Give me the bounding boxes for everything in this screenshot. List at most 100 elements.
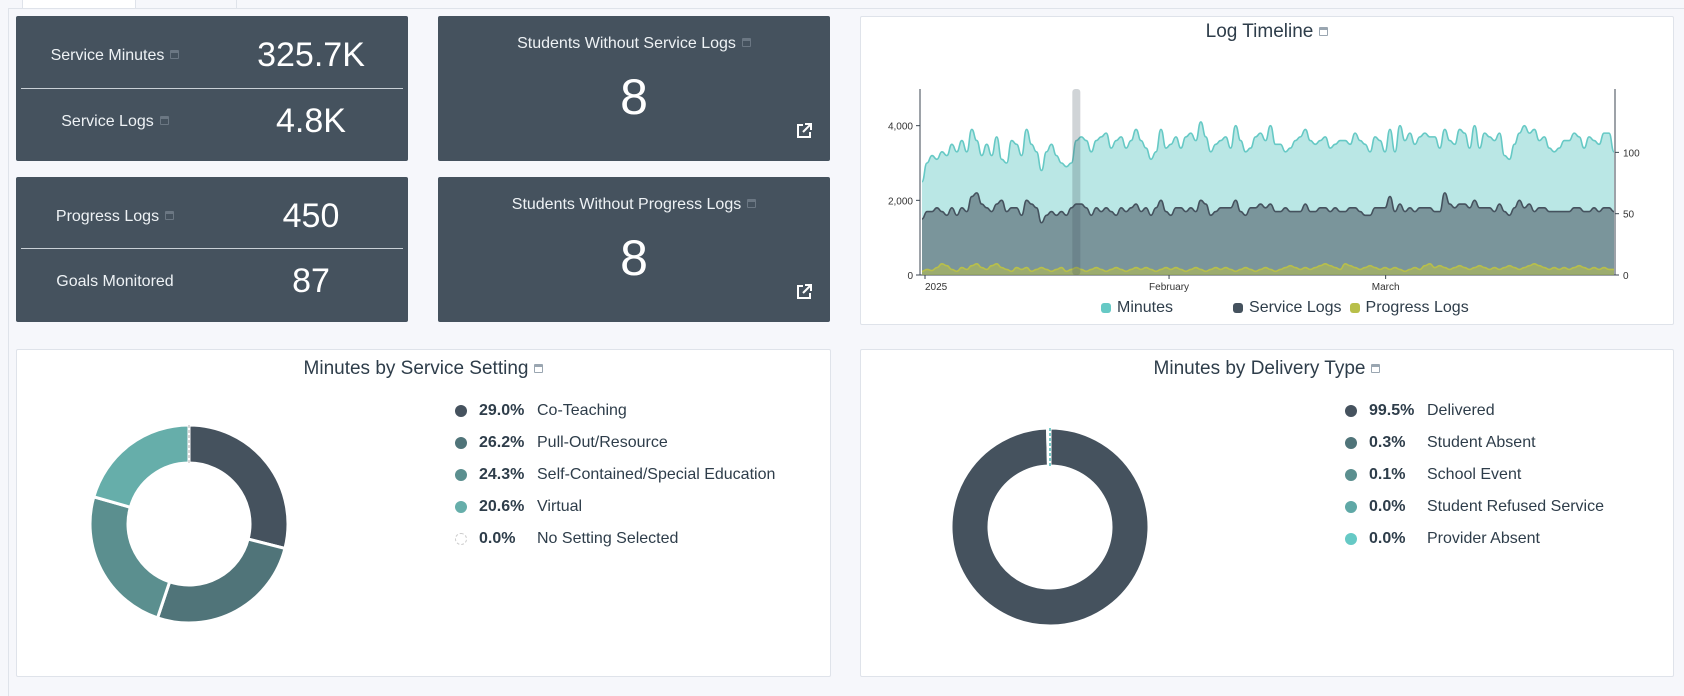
legend-label: School Event (1427, 466, 1522, 483)
legend-item[interactable]: 29.0% Co-Teaching (455, 400, 627, 422)
legend-percent: 20.6% (479, 498, 525, 515)
legend-dot (1345, 501, 1357, 513)
legend-label: No Setting Selected (537, 530, 679, 547)
left-tick-label: 0 (907, 271, 913, 282)
legend-swatch (1101, 303, 1111, 313)
service-logs-label: Service Logs (61, 112, 154, 130)
legend-dot (1345, 533, 1357, 545)
legend-dot (455, 437, 467, 449)
minutes-by-delivery-type-title: Minutes by Delivery Type (1153, 358, 1366, 379)
slice-self-contained-special-education[interactable] (89, 495, 172, 620)
legend-item[interactable]: 0.0% Student Refused Service (1345, 496, 1604, 518)
minutes-by-delivery-type-card: Minutes by Delivery Type 99.5% Delivered 0… (860, 349, 1674, 677)
legend-dot (455, 405, 467, 417)
service-metrics-card: Service Minutes 325.7K Service Logs 4.8K (16, 16, 408, 161)
timeline-legend: Minutes Service Logs Progress Logs (1101, 299, 1469, 317)
left-tick-label: 2,000 (888, 196, 913, 207)
minutes-by-service-setting-card: Minutes by Service Setting 29.0% Co-Teach… (16, 349, 831, 677)
students-without-progress-logs-value: 8 (620, 230, 648, 286)
log-timeline-card: Log Timeline 0 2,000 4,000 0 50 100 2025 Februa… (860, 16, 1674, 325)
legend-label: Student Refused Service (1427, 498, 1604, 515)
legend-item[interactable]: 0.0% No Setting Selected (455, 528, 678, 550)
calendar-icon[interactable] (170, 49, 180, 59)
calendar-icon[interactable] (159, 115, 169, 125)
service-minutes-value: 325.7K (257, 36, 365, 74)
calendar-icon[interactable] (1319, 27, 1329, 36)
legend-label: Pull-Out/Resource (537, 434, 668, 451)
area-service-logs[interactable] (922, 192, 1614, 275)
progress-logs-label: Progress Logs (55, 207, 160, 225)
legend-label: Provider Absent (1427, 530, 1540, 547)
line-progress-logs[interactable] (921, 262, 1614, 273)
line-minutes[interactable] (921, 121, 1615, 183)
tab-strip (8, 0, 1684, 9)
line-service-logs[interactable] (921, 192, 1615, 224)
legend-item[interactable]: 20.6% Virtual (455, 496, 582, 518)
goals-monitored-row: Goals Monitored 87 (16, 249, 408, 314)
right-tick-label: 0 (1623, 271, 1629, 282)
right-tick-label: 100 (1623, 148, 1640, 159)
legend-item[interactable]: 26.2% Pull-Out/Resource (455, 432, 668, 454)
minutes-by-service-setting-title: Minutes by Service Setting (303, 358, 529, 379)
slice-co-teaching[interactable] (187, 424, 289, 551)
legend-item[interactable]: 0.1% School Event (1345, 464, 1521, 486)
service-logs-value: 4.8K (276, 102, 346, 140)
students-without-service-logs-card[interactable]: Students Without Service Logs 8 (438, 16, 830, 161)
legend-percent: 0.0% (1369, 530, 1406, 547)
legend-dot (455, 533, 467, 545)
slice-delivered[interactable] (950, 427, 1150, 627)
legend-label: Self-Contained/Special Education (537, 466, 776, 483)
external-link-icon[interactable] (795, 283, 813, 301)
legend-percent: 24.3% (479, 466, 525, 483)
slice-pull-out-resource[interactable] (155, 537, 287, 624)
calendar-icon[interactable] (1371, 364, 1381, 373)
calendar-icon[interactable] (534, 364, 544, 373)
tab-inactive[interactable] (135, 0, 237, 9)
legend-dot (1345, 405, 1357, 417)
hover-highlight (1072, 89, 1081, 275)
legend-percent: 99.5% (1369, 402, 1415, 419)
service-logs-row: Service Logs 4.8K (16, 89, 408, 154)
legend-service-logs[interactable]: Service Logs (1249, 299, 1342, 316)
calendar-icon[interactable] (741, 38, 751, 47)
progress-logs-row: Progress Logs 450 (16, 184, 408, 249)
x-tick-label: February (1149, 282, 1189, 293)
legend-label: Virtual (537, 498, 583, 515)
x-tick-label: March (1372, 282, 1400, 293)
legend-swatch (1349, 303, 1360, 313)
dashboard-content (8, 8, 1684, 696)
left-tick-label: 4,000 (888, 122, 913, 133)
students-without-progress-logs-card[interactable]: Students Without Progress Logs 8 (438, 177, 830, 322)
legend-item[interactable]: 0.3% Student Absent (1345, 432, 1536, 454)
legend-item[interactable]: 24.3% Self-Contained/Special Education (455, 464, 775, 486)
divider (21, 88, 403, 89)
legend-item[interactable]: 99.5% Delivered (1345, 400, 1495, 422)
students-without-service-logs-value: 8 (620, 69, 648, 125)
legend-label: Delivered (1427, 402, 1495, 419)
service-setting-donut-chart[interactable] (89, 424, 289, 624)
progress-logs-value: 450 (282, 197, 340, 235)
slice-virtual[interactable] (91, 424, 191, 510)
legend-minutes[interactable]: Minutes (1117, 299, 1174, 316)
legend-dot (1345, 437, 1357, 449)
legend-percent: 29.0% (479, 402, 525, 419)
right-tick-label: 50 (1623, 210, 1635, 221)
legend-percent: 26.2% (479, 434, 525, 451)
students-without-progress-logs-title: Students Without Progress Logs (511, 196, 742, 213)
progress-metrics-card: Progress Logs 450 Goals Monitored 87 (16, 177, 408, 322)
legend-percent: 0.0% (1369, 498, 1406, 515)
calendar-icon[interactable] (165, 210, 175, 220)
legend-percent: 0.0% (479, 530, 516, 547)
legend-percent: 0.1% (1369, 466, 1406, 483)
legend-item[interactable]: 0.0% Provider Absent (1345, 528, 1540, 550)
divider (21, 248, 403, 249)
legend-progress-logs[interactable]: Progress Logs (1365, 299, 1469, 316)
log-timeline-chart[interactable]: 0 2,000 4,000 0 50 100 2025 February March (861, 17, 1673, 307)
goals-monitored-label: Goals Monitored (56, 272, 174, 290)
delivery-type-donut-chart[interactable] (950, 427, 1150, 627)
service-minutes-label: Service Minutes (50, 46, 165, 64)
x-tick-label: 2025 (925, 282, 948, 293)
external-link-icon[interactable] (795, 122, 813, 140)
calendar-icon[interactable] (747, 199, 757, 208)
legend-percent: 0.3% (1369, 434, 1406, 451)
